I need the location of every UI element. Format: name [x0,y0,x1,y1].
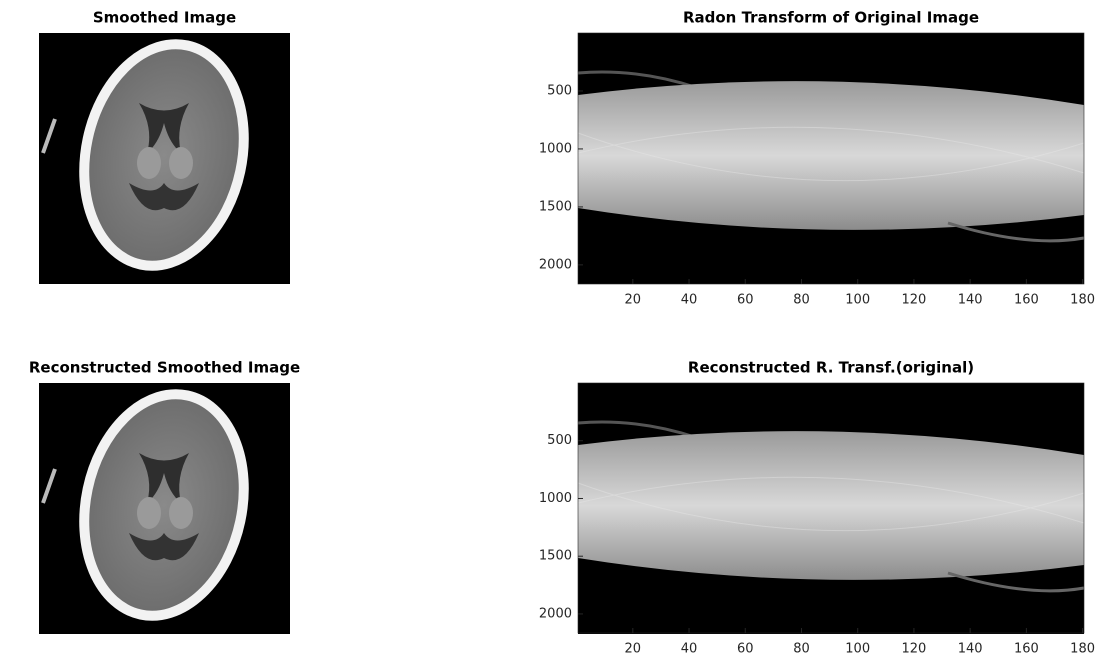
x-tick-label: 140 [958,293,983,308]
image [39,29,290,284]
y-tick-label: 500 [547,433,572,448]
x-tick-label: 60 [737,642,754,656]
panel-title: Radon Transform of Original Image [683,9,979,27]
y-tick-label: 2000 [539,606,572,621]
x-tick-label: 20 [625,293,642,308]
y-tick-label: 1000 [539,141,572,156]
y-tick-label: 2000 [539,257,572,272]
x-tick-label: 100 [845,642,870,656]
y-tick-label: 1500 [539,199,572,214]
y-tick-label: 1000 [539,491,572,506]
panel-title: Reconstructed Smoothed Image [29,359,300,377]
x-tick-label: 160 [1014,293,1039,308]
image [39,379,290,634]
panel-title: Reconstructed R. Transf.(original) [688,359,974,377]
panel-title: Smoothed Image [93,9,236,27]
x-tick-label: 140 [958,642,983,656]
x-tick-label: 60 [737,293,754,308]
x-tick-label: 120 [902,642,927,656]
x-tick-label: 120 [902,293,927,308]
axes-box [577,382,1085,634]
x-tick-label: 160 [1014,642,1039,656]
image [576,31,1086,286]
x-tick-label: 100 [845,293,870,308]
x-tick-label: 180 [1070,642,1095,656]
y-tick-label: 500 [547,83,572,98]
x-tick-label: 40 [681,642,698,656]
x-tick-label: 40 [681,293,698,308]
y-tick-label: 1500 [539,549,572,564]
x-tick-label: 20 [625,642,642,656]
image [576,381,1086,636]
axes-box [577,32,1085,285]
x-tick-label: 80 [793,293,810,308]
x-tick-label: 80 [793,642,810,656]
x-tick-label: 180 [1070,293,1095,308]
